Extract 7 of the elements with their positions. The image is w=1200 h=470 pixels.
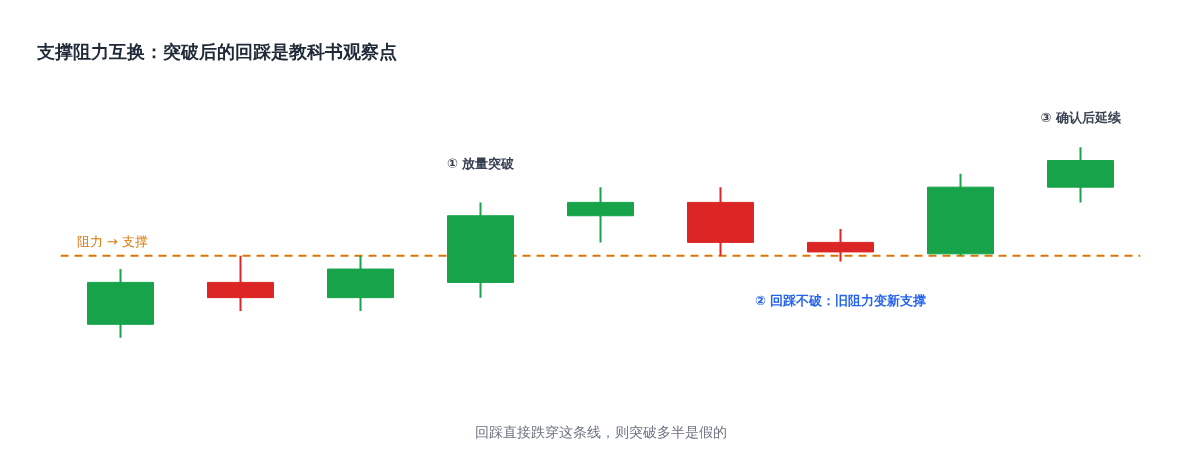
annotation: ① 放量突破	[446, 155, 516, 171]
text: ③ 确认后延续	[1040, 109, 1122, 125]
ref-line-label: 阻力 → 支撑	[76, 233, 148, 249]
chart-title: 支撑阻力互换：突破后的回踩是教科书观察点	[35, 40, 397, 62]
text: 回踩直接跌穿这条线，则突破多半是假的	[474, 424, 727, 440]
candlestick	[567, 186, 634, 244]
annotation: ② 回踩不破：旧阻力变新支撑	[754, 292, 927, 308]
